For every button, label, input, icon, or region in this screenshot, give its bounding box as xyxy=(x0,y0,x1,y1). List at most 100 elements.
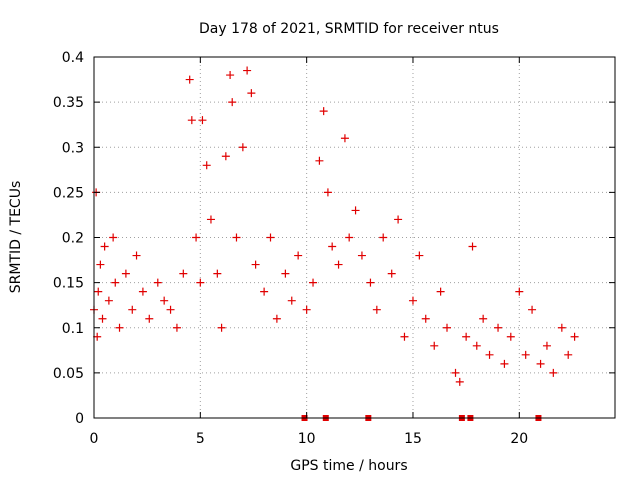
grid xyxy=(94,57,615,418)
data-point xyxy=(472,341,481,350)
y-tick-label: 0.15 xyxy=(53,276,84,292)
data-point xyxy=(400,332,409,341)
data-point xyxy=(93,332,102,341)
data-point xyxy=(421,314,430,323)
y-tick-label: 0.25 xyxy=(53,185,84,201)
data-point xyxy=(206,215,215,224)
data-point xyxy=(515,287,524,296)
data-point xyxy=(315,156,324,165)
data-point xyxy=(408,296,417,305)
y-axis-label: SRMTID / TECUs xyxy=(8,181,24,294)
data-point xyxy=(494,323,503,332)
data-point xyxy=(160,296,169,305)
x-tick-label: 5 xyxy=(196,431,205,447)
data-point xyxy=(179,269,188,278)
data-point xyxy=(549,368,558,377)
axis-ticks: 0 0.05 0.1 0.15 0.2 0.25 0.3 0.35 0.4 0 5 10 15 20 xyxy=(53,50,615,447)
x-axis-label: GPS time / hours xyxy=(290,458,407,474)
data-point xyxy=(109,233,118,242)
data-point xyxy=(228,98,237,107)
data-point xyxy=(221,152,230,161)
x-tick-label: 0 xyxy=(90,431,99,447)
data-point xyxy=(100,242,109,251)
data-point xyxy=(379,233,388,242)
y-tick-label: 0.05 xyxy=(53,366,84,382)
data-point xyxy=(430,341,439,350)
data-point xyxy=(266,233,275,242)
data-point xyxy=(345,233,354,242)
data-point xyxy=(323,188,332,197)
data-point xyxy=(260,287,269,296)
data-point xyxy=(415,251,424,260)
data-point xyxy=(132,251,141,260)
data-point xyxy=(328,242,337,251)
data-point xyxy=(172,323,181,332)
data-point xyxy=(479,314,488,323)
data-point xyxy=(226,71,235,80)
data-point xyxy=(121,269,130,278)
data-points xyxy=(90,66,579,421)
x-tick-label: 20 xyxy=(510,431,528,447)
data-point xyxy=(243,66,252,75)
data-point xyxy=(281,269,290,278)
data-point xyxy=(104,296,113,305)
data-point xyxy=(357,251,366,260)
data-point xyxy=(238,143,247,152)
x-tick-label: 10 xyxy=(298,431,316,447)
data-point xyxy=(334,260,343,269)
data-point xyxy=(387,269,396,278)
y-tick-label: 0.2 xyxy=(62,231,84,247)
data-point xyxy=(506,332,515,341)
data-point xyxy=(451,368,460,377)
data-point xyxy=(462,332,471,341)
data-point xyxy=(196,278,205,287)
y-tick-label: 0 xyxy=(75,411,84,427)
data-point xyxy=(217,323,226,332)
data-point xyxy=(557,323,566,332)
y-tick-label: 0.3 xyxy=(62,140,84,156)
data-point xyxy=(145,314,154,323)
data-point xyxy=(485,350,494,359)
x-tick-label: 15 xyxy=(404,431,422,447)
data-point xyxy=(309,278,318,287)
data-point xyxy=(294,251,303,260)
data-point xyxy=(128,305,137,314)
data-point xyxy=(272,314,281,323)
data-point xyxy=(192,233,201,242)
data-point xyxy=(138,287,147,296)
data-point xyxy=(287,296,296,305)
data-point xyxy=(302,305,311,314)
data-point xyxy=(351,206,360,215)
data-point xyxy=(372,305,381,314)
data-point xyxy=(500,359,509,368)
data-point xyxy=(187,116,196,125)
chart-title: Day 178 of 2021, SRMTID for receiver ntu… xyxy=(199,21,499,37)
data-point xyxy=(232,233,241,242)
data-point xyxy=(394,215,403,224)
data-point xyxy=(536,359,545,368)
data-point xyxy=(443,323,452,332)
data-point xyxy=(468,242,477,251)
data-point xyxy=(564,350,573,359)
data-point xyxy=(570,332,579,341)
data-point xyxy=(340,134,349,143)
data-point xyxy=(251,260,260,269)
data-point xyxy=(198,116,207,125)
y-tick-label: 0.1 xyxy=(62,321,84,337)
data-point xyxy=(521,350,530,359)
data-point xyxy=(436,287,445,296)
data-point xyxy=(111,278,120,287)
data-point xyxy=(94,287,103,296)
data-point xyxy=(202,161,211,170)
data-point xyxy=(455,377,464,386)
data-point xyxy=(153,278,162,287)
data-point xyxy=(166,305,175,314)
y-tick-label: 0.35 xyxy=(53,95,84,111)
data-point xyxy=(528,305,537,314)
data-point xyxy=(542,341,551,350)
data-point xyxy=(96,260,105,269)
data-point xyxy=(213,269,222,278)
data-point xyxy=(185,75,194,84)
y-tick-label: 0.4 xyxy=(62,50,84,66)
